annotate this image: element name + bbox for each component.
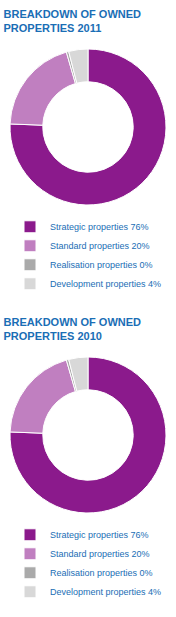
svg-text:BREAKDOWN OF OWNEDPROPERTIES 2: BREAKDOWN OF OWNEDPROPERTIES 2010 bbox=[4, 316, 142, 342]
svg-text:Realisation properties 0%: Realisation properties 0% bbox=[50, 568, 153, 578]
svg-text:Standard properties 20%: Standard properties 20% bbox=[50, 241, 150, 251]
svg-text:Strategic properties 76%: Strategic properties 76% bbox=[50, 222, 149, 232]
svg-text:Realisation properties 0%: Realisation properties 0% bbox=[50, 260, 153, 270]
svg-text:Standard properties 20%: Standard properties 20% bbox=[50, 549, 150, 559]
svg-text:BREAKDOWN OF OWNEDPROPERTIES 2: BREAKDOWN OF OWNEDPROPERTIES 2011 bbox=[4, 8, 142, 34]
svg-text:Strategic properties 76%: Strategic properties 76% bbox=[50, 530, 149, 540]
svg-text:Development properties 4%: Development properties 4% bbox=[50, 587, 161, 597]
svg-text:Development properties 4%: Development properties 4% bbox=[50, 279, 161, 289]
